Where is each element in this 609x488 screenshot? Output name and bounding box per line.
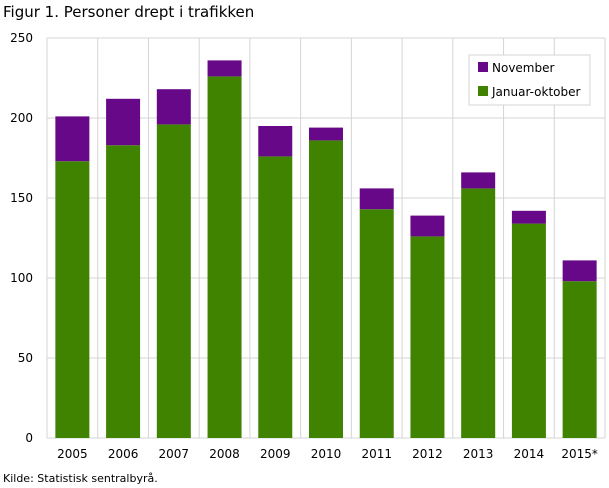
- x-tick-label: 2014: [514, 447, 545, 461]
- x-tick-label: 2008: [209, 447, 240, 461]
- bar-januar-oktober: [207, 76, 242, 439]
- bar-november: [359, 188, 394, 210]
- x-tick-label: 2015*: [561, 447, 598, 461]
- chart-title: Figur 1. Personer drept i trafikken: [3, 3, 255, 21]
- bar-januar-oktober: [359, 209, 394, 438]
- legend-swatch: [478, 86, 488, 96]
- bar-november: [309, 127, 343, 141]
- bar-januar-oktober: [55, 161, 90, 438]
- bar-januar-oktober: [410, 236, 445, 438]
- bar-januar-oktober: [309, 140, 343, 438]
- bar-januar-oktober: [156, 124, 191, 439]
- x-tick-label: 2009: [260, 447, 291, 461]
- x-tick-label: 2011: [361, 447, 392, 461]
- x-tick-label: 2005: [57, 447, 88, 461]
- x-tick-label: 2010: [311, 447, 342, 461]
- legend-swatch: [478, 62, 488, 72]
- y-tick-label: 100: [10, 271, 33, 285]
- bar-november: [106, 98, 141, 146]
- x-tick-label: 2012: [412, 447, 443, 461]
- y-tick-label: 200: [10, 111, 33, 125]
- bar-november: [55, 116, 90, 162]
- bar-januar-oktober: [562, 281, 597, 438]
- x-tick-label: 2006: [108, 447, 139, 461]
- bar-november: [461, 172, 496, 189]
- bar-november: [511, 210, 546, 224]
- x-tick-label: 2007: [159, 447, 190, 461]
- bar-januar-oktober: [106, 145, 141, 438]
- bar-november: [410, 215, 445, 237]
- y-tick-label: 0: [25, 431, 33, 445]
- bar-januar-oktober: [461, 188, 496, 438]
- y-tick-label: 250: [10, 31, 33, 45]
- x-tick-label: 2013: [463, 447, 494, 461]
- bar-januar-oktober: [511, 223, 546, 438]
- bar-november: [156, 89, 191, 125]
- y-tick-label: 150: [10, 191, 33, 205]
- source-note: Kilde: Statistisk sentralbyrå.: [3, 472, 158, 485]
- legend-label: Januar-oktober: [491, 85, 581, 99]
- legend-label: November: [492, 61, 554, 75]
- y-tick-label: 50: [18, 351, 33, 365]
- bar-november: [562, 260, 597, 282]
- bar-januar-oktober: [258, 156, 293, 438]
- bar-november: [258, 126, 293, 157]
- bar-november: [207, 60, 242, 77]
- legend-box: [468, 54, 591, 106]
